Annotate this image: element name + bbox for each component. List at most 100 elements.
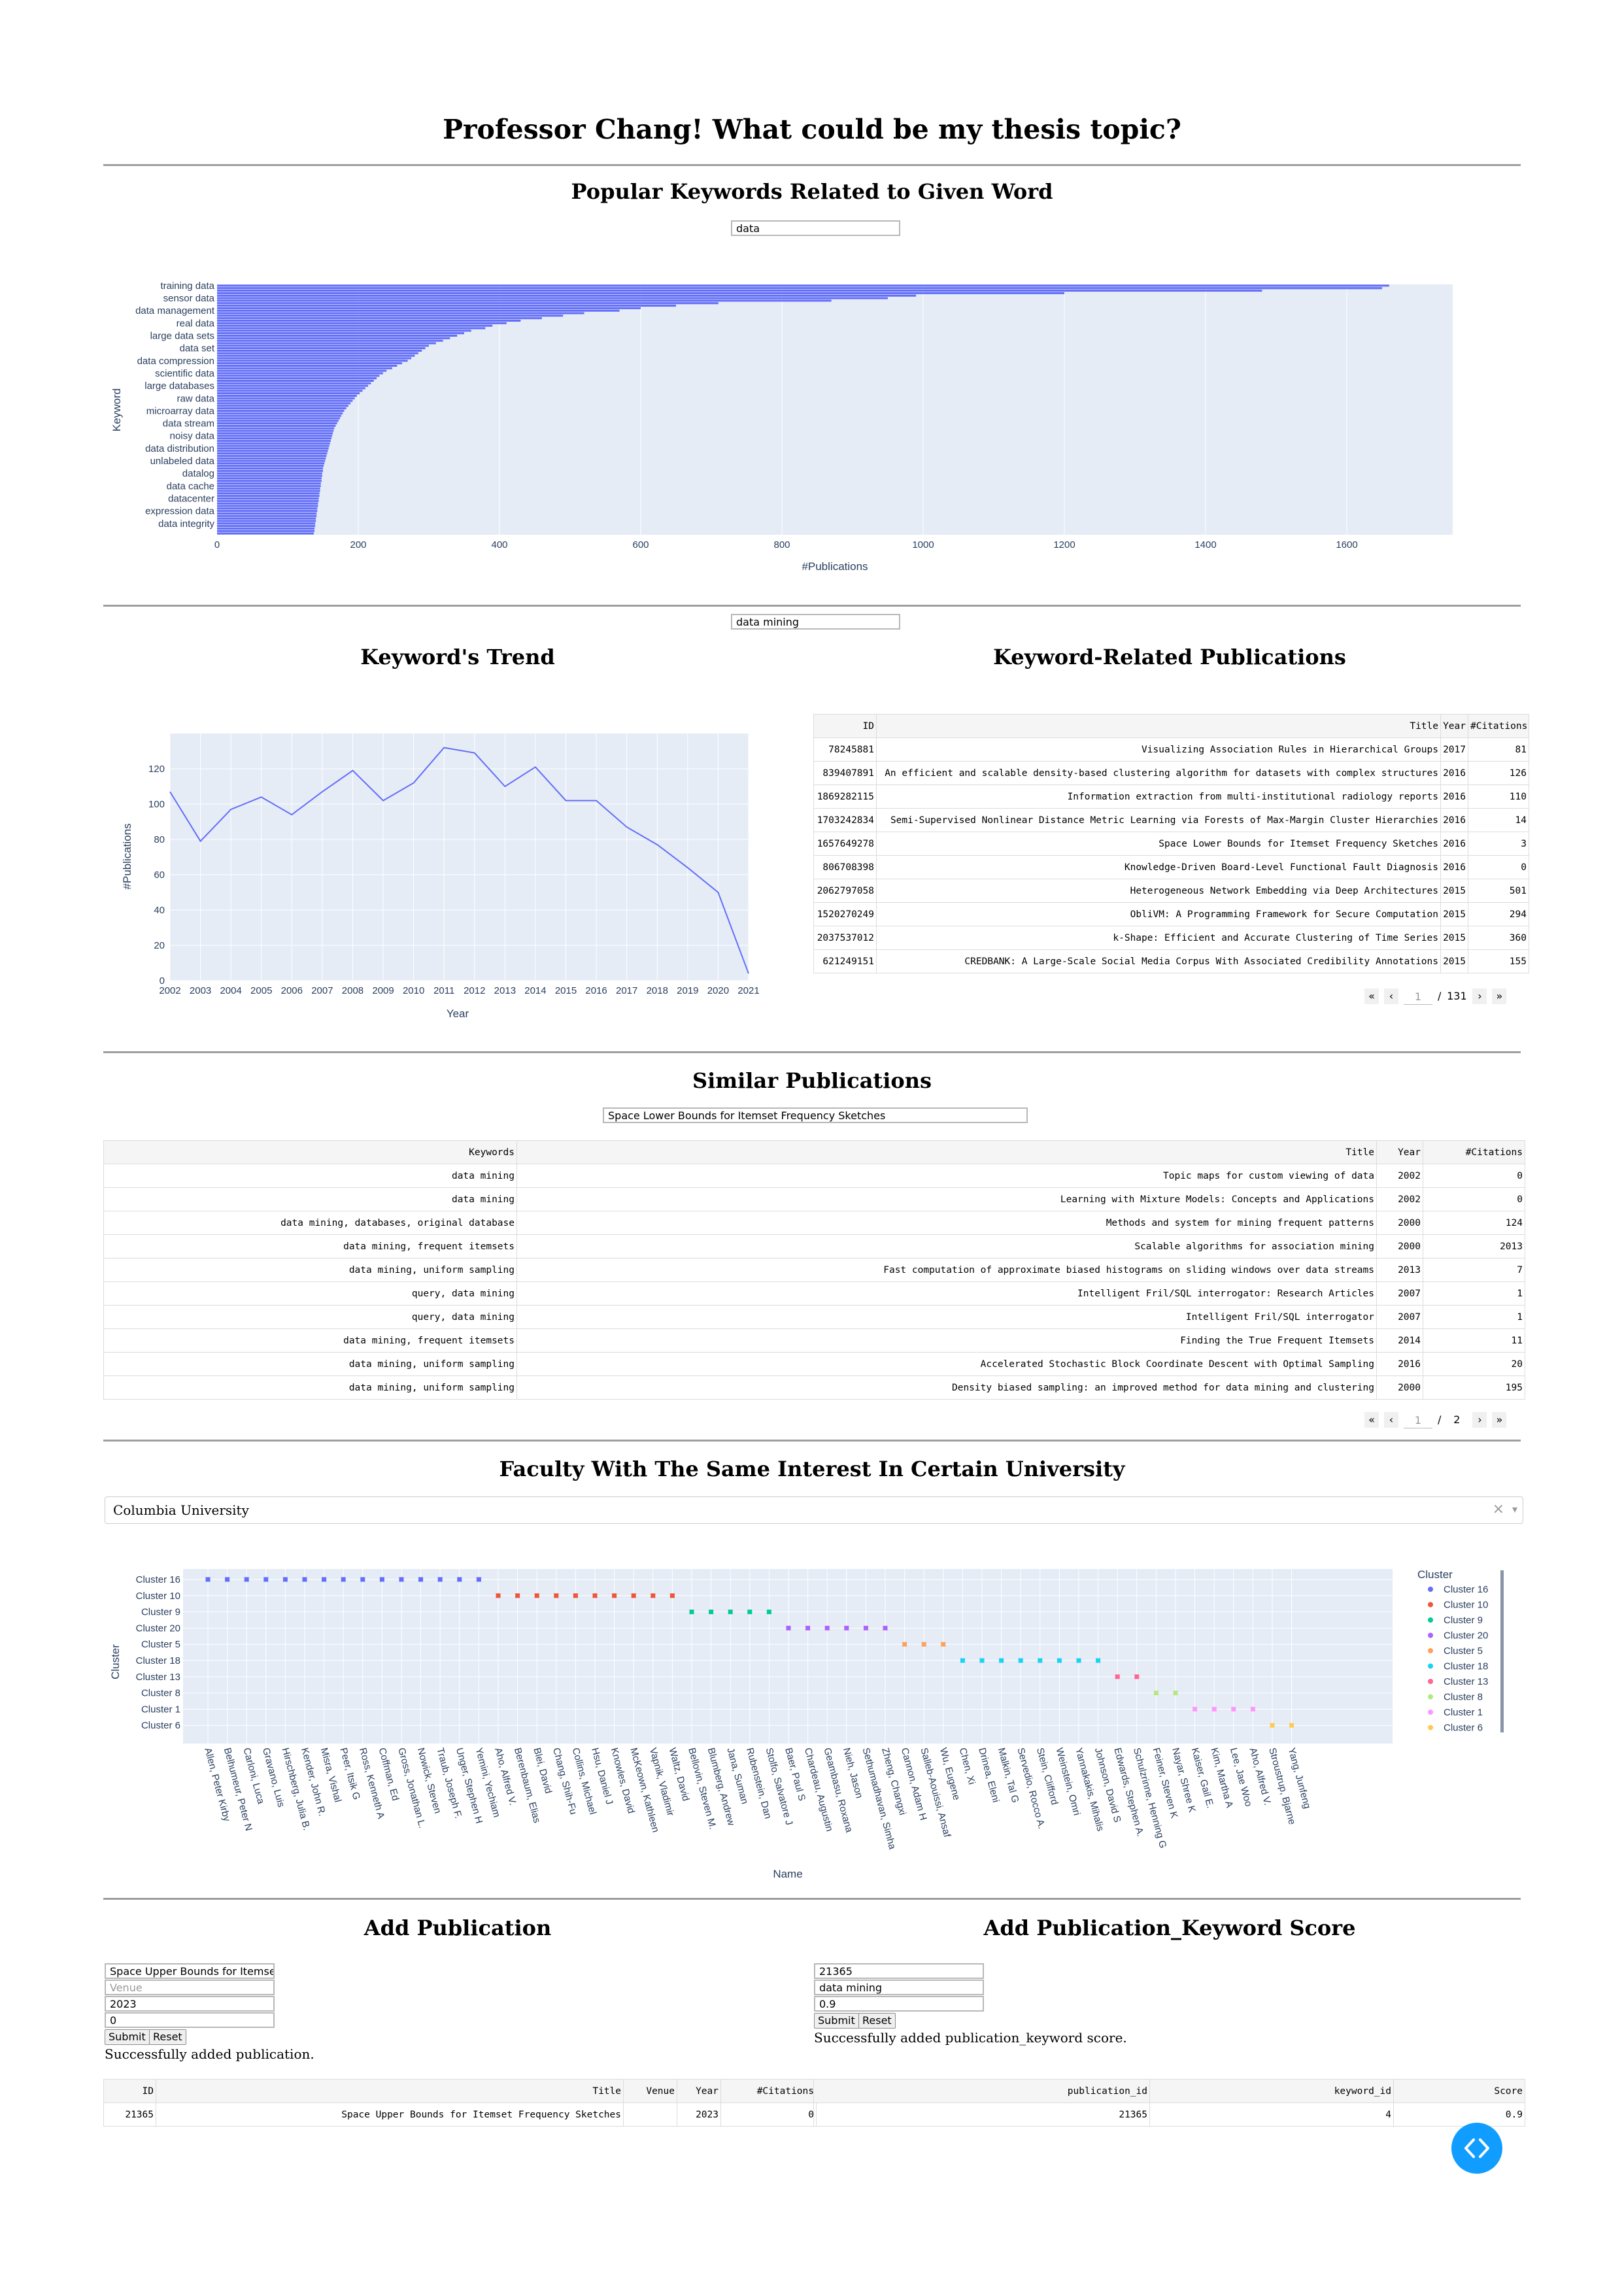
table-cell[interactable]: 1520270249 bbox=[813, 902, 877, 926]
table-cell[interactable]: 11 bbox=[1423, 1328, 1525, 1353]
first-page-button[interactable]: « bbox=[1364, 1411, 1379, 1428]
table-cell[interactable]: 155 bbox=[1468, 949, 1529, 973]
column-header[interactable]: Score bbox=[1393, 2079, 1525, 2103]
clear-icon[interactable]: × bbox=[1492, 1501, 1504, 1517]
table-cell[interactable]: 21365 bbox=[103, 2102, 156, 2127]
table-cell[interactable]: query, data mining bbox=[103, 1281, 517, 1306]
legend-item[interactable]: Cluster 9 bbox=[1444, 1615, 1483, 1626]
publication-title-input[interactable]: Space Lower Bounds for Itemset Frequency… bbox=[603, 1107, 1028, 1123]
table-cell[interactable]: 0 bbox=[1468, 855, 1529, 879]
legend-item[interactable]: Cluster 16 bbox=[1444, 1584, 1488, 1595]
table-cell[interactable]: 126 bbox=[1468, 761, 1529, 785]
table-cell[interactable]: ObliVM: A Programming Framework for Secu… bbox=[876, 902, 1441, 926]
column-header[interactable]: Title bbox=[156, 2079, 624, 2103]
legend-item[interactable]: Cluster 18 bbox=[1444, 1661, 1488, 1672]
reset-button[interactable]: Reset bbox=[149, 2029, 186, 2045]
legend-item[interactable]: Cluster 13 bbox=[1444, 1676, 1488, 1687]
table-cell[interactable]: 7 bbox=[1423, 1258, 1525, 1282]
table-cell[interactable]: 1 bbox=[1423, 1305, 1525, 1329]
keyword-name-input[interactable]: data mining bbox=[814, 1980, 984, 1995]
table-cell[interactable]: data mining, uniform sampling bbox=[103, 1375, 517, 1400]
column-header[interactable]: Year bbox=[1440, 714, 1468, 738]
table-cell[interactable]: Density biased sampling: an improved met… bbox=[516, 1375, 1377, 1400]
next-page-button[interactable]: › bbox=[1472, 988, 1487, 1004]
submit-button[interactable]: Submit bbox=[105, 2029, 150, 2045]
table-cell[interactable]: 3 bbox=[1468, 832, 1529, 856]
table-cell[interactable]: 2000 bbox=[1376, 1375, 1423, 1400]
citations-input[interactable]: 0 bbox=[105, 2012, 275, 2028]
table-cell[interactable]: 1657649278 bbox=[813, 832, 877, 856]
table-cell[interactable]: 2016 bbox=[1376, 1352, 1423, 1376]
table-cell[interactable]: 81 bbox=[1468, 737, 1529, 762]
legend-item[interactable]: Cluster 6 bbox=[1444, 1723, 1483, 1734]
table-cell[interactable]: 2013 bbox=[1423, 1234, 1525, 1258]
legend-item[interactable]: Cluster 10 bbox=[1444, 1600, 1488, 1611]
table-cell[interactable]: Topic maps for custom viewing of data bbox=[516, 1164, 1377, 1188]
table-cell[interactable]: 2017 bbox=[1440, 737, 1468, 762]
first-page-button[interactable]: « bbox=[1364, 988, 1379, 1004]
legend-scrollbar[interactable] bbox=[1500, 1570, 1504, 1732]
current-page-input[interactable]: 1 bbox=[1404, 1411, 1432, 1428]
venue-input[interactable]: Venue bbox=[105, 1980, 275, 1995]
table-cell[interactable]: 839407891 bbox=[813, 761, 877, 785]
table-cell[interactable]: 2015 bbox=[1440, 902, 1468, 926]
university-dropdown[interactable]: Columbia University × ▾ bbox=[105, 1496, 1523, 1524]
table-cell[interactable]: 124 bbox=[1423, 1211, 1525, 1235]
table-cell[interactable]: 14 bbox=[1468, 808, 1529, 832]
table-cell[interactable]: 0 bbox=[1423, 1164, 1525, 1188]
table-cell[interactable]: Information extraction from multi-instit… bbox=[876, 784, 1441, 809]
table-cell[interactable]: 0 bbox=[1423, 1187, 1525, 1211]
table-cell[interactable]: Space Upper Bounds for Itemset Frequency… bbox=[156, 2102, 624, 2127]
table-cell[interactable]: 21365 bbox=[813, 2102, 1150, 2127]
keyword-input[interactable]: data bbox=[731, 220, 900, 236]
table-cell[interactable]: 2015 bbox=[1440, 949, 1468, 973]
table-cell[interactable]: Learning with Mixture Models: Concepts a… bbox=[516, 1187, 1377, 1211]
legend-item[interactable]: Cluster 8 bbox=[1444, 1692, 1483, 1703]
table-cell[interactable]: 2007 bbox=[1376, 1281, 1423, 1306]
table-cell[interactable]: 0.9 bbox=[1393, 2102, 1525, 2127]
column-header[interactable]: #Citations bbox=[720, 2079, 817, 2103]
table-cell[interactable]: 2037537012 bbox=[813, 926, 877, 950]
table-cell[interactable]: CREDBANK: A Large-Scale Social Media Cor… bbox=[876, 949, 1441, 973]
table-cell[interactable]: An efficient and scalable density-based … bbox=[876, 761, 1441, 785]
current-page-input[interactable]: 1 bbox=[1404, 987, 1432, 1005]
table-cell[interactable]: 2007 bbox=[1376, 1305, 1423, 1329]
table-cell[interactable]: Accelerated Stochastic Block Coordinate … bbox=[516, 1352, 1377, 1376]
column-header[interactable]: Title bbox=[876, 714, 1441, 738]
table-cell[interactable]: Methods and system for mining frequent p… bbox=[516, 1211, 1377, 1235]
table-cell[interactable]: Scalable algorithms for association mini… bbox=[516, 1234, 1377, 1258]
table-cell[interactable]: 294 bbox=[1468, 902, 1529, 926]
column-header[interactable]: ID bbox=[813, 714, 877, 738]
table-cell[interactable]: Heterogeneous Network Embedding via Deep… bbox=[876, 879, 1441, 903]
table-cell[interactable]: 0 bbox=[720, 2102, 817, 2127]
title-input[interactable]: Space Upper Bounds for Itemset F bbox=[105, 1963, 275, 1979]
table-cell[interactable]: 2000 bbox=[1376, 1211, 1423, 1235]
table-cell[interactable]: 621249151 bbox=[813, 949, 877, 973]
year-input[interactable]: 2023 bbox=[105, 1996, 275, 2012]
last-page-button[interactable]: » bbox=[1492, 988, 1507, 1004]
table-cell[interactable]: Finding the True Frequent Itemsets bbox=[516, 1328, 1377, 1353]
legend-item[interactable]: Cluster 1 bbox=[1444, 1707, 1483, 1718]
table-cell[interactable]: 2015 bbox=[1440, 879, 1468, 903]
table-cell[interactable]: 78245881 bbox=[813, 737, 877, 762]
table-cell[interactable]: 806708398 bbox=[813, 855, 877, 879]
table-cell[interactable]: 501 bbox=[1468, 879, 1529, 903]
score-input[interactable]: 0.9 bbox=[814, 1996, 984, 2012]
table-cell[interactable]: 2002 bbox=[1376, 1164, 1423, 1188]
table-cell[interactable]: Intelligent Fril/SQL interrogator: Resea… bbox=[516, 1281, 1377, 1306]
trend-keyword-input[interactable]: data mining bbox=[731, 614, 900, 630]
table-cell[interactable]: 1869282115 bbox=[813, 784, 877, 809]
column-header[interactable]: #Citations bbox=[1468, 714, 1529, 738]
table-cell[interactable]: 2023 bbox=[677, 2102, 721, 2127]
table-cell[interactable]: 110 bbox=[1468, 784, 1529, 809]
column-header[interactable]: keyword_id bbox=[1149, 2079, 1394, 2103]
table-cell[interactable]: data mining, frequent itemsets bbox=[103, 1328, 517, 1353]
table-cell[interactable]: 195 bbox=[1423, 1375, 1525, 1400]
table-cell[interactable]: data mining bbox=[103, 1187, 517, 1211]
table-cell[interactable]: Visualizing Association Rules in Hierarc… bbox=[876, 737, 1441, 762]
table-cell[interactable]: 2000 bbox=[1376, 1234, 1423, 1258]
prev-page-button[interactable]: ‹ bbox=[1384, 1411, 1398, 1428]
table-cell[interactable]: data mining, uniform sampling bbox=[103, 1352, 517, 1376]
table-cell[interactable] bbox=[623, 2102, 677, 2127]
table-cell[interactable]: query, data mining bbox=[103, 1305, 517, 1329]
